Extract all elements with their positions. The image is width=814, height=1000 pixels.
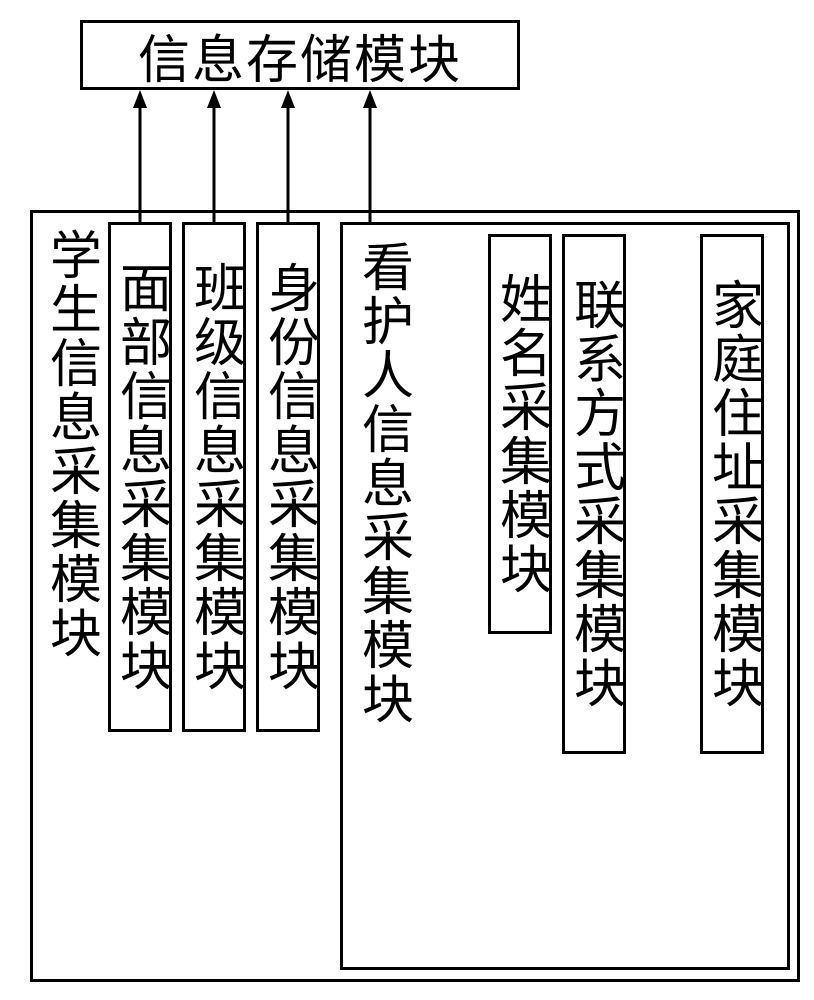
identity-info-module-label: 身份信息采集模块 (251, 261, 326, 693)
student-info-collection-text: 学生信息采集模块 (33, 228, 108, 660)
contact-collection-module-label: 联系方式采集模块 (557, 278, 632, 710)
info-storage-module-box: 信息存储模块 (80, 20, 520, 90)
address-collection-module-label: 家庭住址采集模块 (695, 278, 770, 710)
info-storage-module-label: 信息存储模块 (138, 18, 462, 93)
student-info-collection-label: 学生信息采集模块 (40, 222, 100, 666)
name-collection-module-box: 姓名采集模块 (488, 234, 552, 634)
name-collection-module-label: 姓名采集模块 (483, 272, 558, 596)
address-collection-module-box: 家庭住址采集模块 (700, 234, 764, 754)
class-info-module-label: 班级信息采集模块 (177, 261, 252, 693)
face-info-module-label: 面部信息采集模块 (103, 261, 178, 693)
identity-info-module-box: 身份信息采集模块 (256, 222, 320, 732)
contact-collection-module-box: 联系方式采集模块 (562, 234, 626, 754)
class-info-module-box: 班级信息采集模块 (182, 222, 246, 732)
face-info-module-box: 面部信息采集模块 (108, 222, 172, 732)
guardian-info-collection-text: 看护人信息采集模块 (345, 240, 420, 726)
guardian-info-collection-label: 看护人信息采集模块 (352, 234, 412, 732)
